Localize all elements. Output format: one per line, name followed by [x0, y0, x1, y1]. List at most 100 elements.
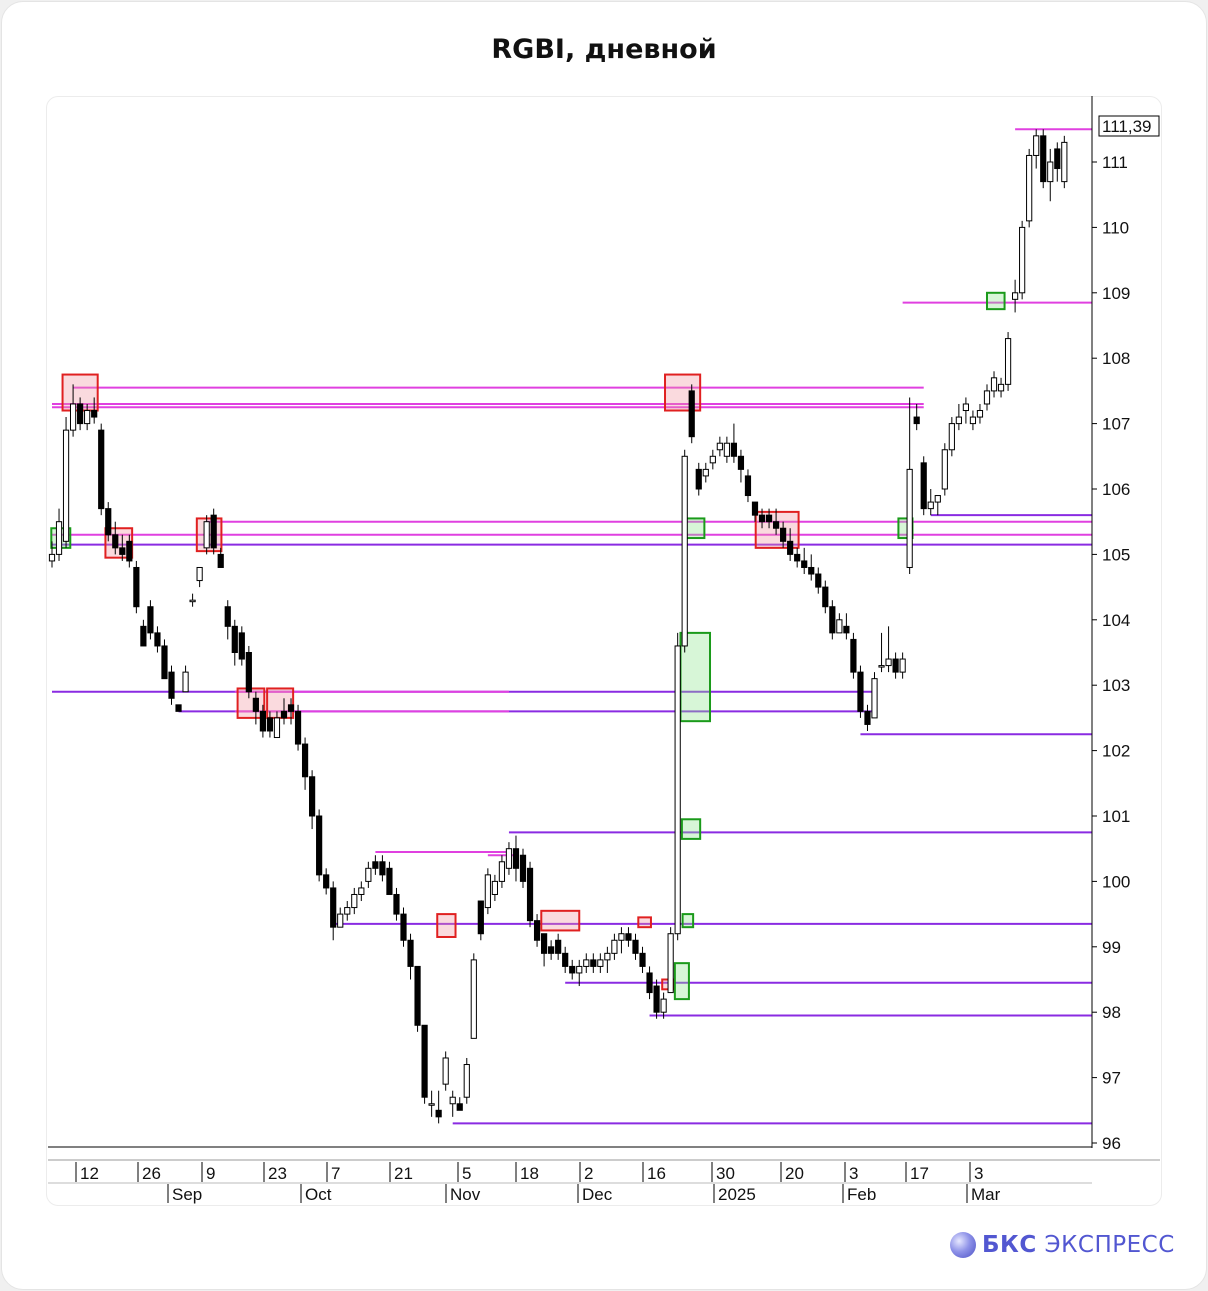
candle-down — [119, 547, 126, 555]
candle-up — [716, 442, 723, 451]
candle-down — [287, 704, 295, 712]
candle-down — [829, 606, 836, 634]
candle-down — [400, 913, 407, 941]
candle-down — [323, 874, 330, 889]
candle-down — [555, 939, 562, 954]
candle-down — [393, 893, 400, 915]
candle-up — [1019, 226, 1026, 294]
green-zone-box — [685, 517, 706, 540]
candle-down — [140, 625, 147, 647]
candle-down — [435, 1109, 442, 1118]
y-tick-label: 98 — [1102, 1003, 1121, 1022]
candle-up — [941, 449, 948, 490]
x-month-label: Oct — [305, 1185, 332, 1204]
candle-down — [772, 521, 780, 529]
green-zone-box — [985, 291, 1006, 311]
candle-down — [569, 965, 576, 974]
candle-down — [386, 867, 393, 895]
candle-up — [871, 678, 878, 719]
candle-down — [161, 645, 168, 680]
x-month-label: Sep — [172, 1185, 202, 1204]
candle-down — [330, 887, 337, 928]
candle-down — [737, 455, 745, 470]
candle-up — [983, 390, 991, 405]
candle-up — [62, 429, 70, 542]
candle-down — [309, 776, 316, 817]
candle-up — [428, 1103, 435, 1106]
x-day-label: 2 — [584, 1164, 593, 1183]
candle-down — [372, 861, 379, 869]
candle-up — [660, 998, 667, 1013]
x-day-label: 3 — [974, 1164, 983, 1183]
candle-down — [379, 861, 386, 876]
candle-down — [238, 632, 245, 660]
x-day-label: 7 — [331, 1164, 340, 1183]
candle-up — [836, 619, 843, 634]
candle-up — [69, 403, 77, 431]
candle-up — [885, 658, 892, 667]
candle-down — [224, 606, 231, 627]
candle-down — [294, 710, 302, 745]
candle-up — [702, 468, 709, 477]
x-day-label: 21 — [394, 1164, 413, 1183]
candle-down — [126, 540, 133, 562]
y-tick-label: 107 — [1102, 415, 1130, 434]
candle-up — [55, 521, 63, 555]
candle-down — [112, 534, 119, 549]
x-month-label: 2025 — [718, 1185, 756, 1204]
candle-down — [808, 566, 815, 575]
x-day-label: 30 — [716, 1164, 735, 1183]
candle-up — [618, 933, 625, 941]
candle-down — [632, 939, 639, 954]
candle-down — [526, 867, 534, 922]
bks-express-logo: БКС ЭКСПРЕСС — [950, 1230, 1175, 1260]
y-tick-label: 99 — [1102, 938, 1121, 957]
candle-down — [519, 854, 527, 882]
candle-down — [301, 743, 309, 778]
y-tick-label: 100 — [1102, 872, 1130, 891]
y-tick-label: 102 — [1102, 742, 1130, 761]
candle-down — [210, 514, 217, 549]
candle-up — [273, 717, 281, 739]
x-month-label: Mar — [971, 1185, 1001, 1204]
candle-up — [337, 913, 344, 928]
level-lines — [52, 128, 1092, 1125]
candle-up — [955, 416, 962, 425]
candle-up — [934, 495, 941, 503]
logo-ball-icon — [950, 1232, 976, 1258]
candle-up — [48, 553, 56, 562]
candle-down — [316, 815, 323, 876]
candle-up — [899, 658, 906, 673]
candle-down — [259, 710, 266, 732]
x-day-label: 12 — [80, 1164, 99, 1183]
candle-up — [667, 933, 674, 994]
candle-down — [780, 527, 787, 542]
candle-up — [449, 1096, 456, 1105]
candle-down — [695, 468, 702, 490]
candle-down — [533, 920, 541, 941]
candle-up — [358, 887, 365, 895]
candle-down — [815, 573, 822, 588]
candle-up — [597, 959, 604, 967]
y-tick-label: 106 — [1102, 480, 1130, 499]
y-tick-label: 110 — [1102, 218, 1129, 237]
candle-up — [344, 907, 351, 915]
candle-up — [962, 403, 969, 412]
x-month-label: Nov — [450, 1185, 481, 1204]
x-day-label: 3 — [849, 1164, 858, 1183]
candle-up — [491, 880, 498, 895]
logo-brand-rest: ЭКСПРЕСС — [1036, 1232, 1175, 1258]
candle-down — [175, 704, 182, 712]
y-tick-label: 101 — [1102, 807, 1130, 826]
candle-up — [196, 566, 203, 582]
candle-up — [906, 468, 913, 568]
candle-up — [484, 874, 491, 909]
candle-up — [611, 939, 618, 954]
candle-up — [1012, 292, 1019, 300]
candle-up — [990, 377, 998, 392]
candle-up — [470, 959, 477, 1039]
x-day-label: 17 — [910, 1164, 929, 1183]
candle-up — [505, 848, 513, 869]
candle-up — [948, 423, 955, 451]
